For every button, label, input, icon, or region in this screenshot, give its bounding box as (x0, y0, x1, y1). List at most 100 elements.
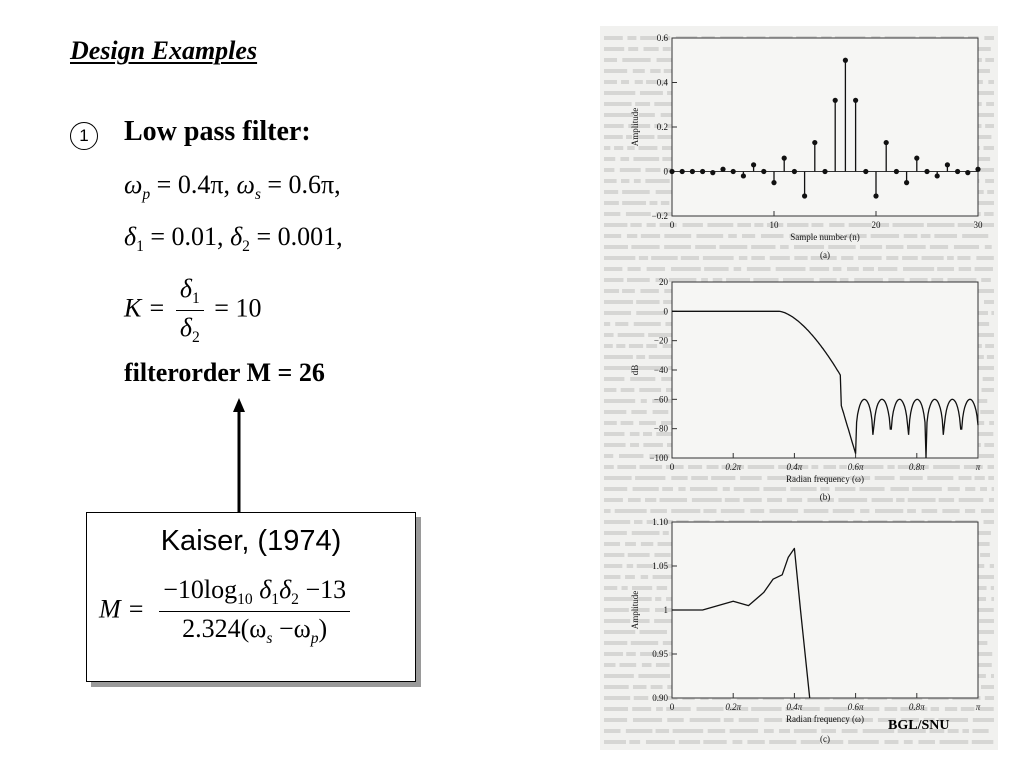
book-text-line (972, 718, 994, 722)
book-text-line (655, 729, 670, 733)
x-tick-label: 0.6π (848, 462, 864, 472)
stem-point (822, 168, 828, 175)
book-text-line (763, 487, 787, 491)
book-text-line (628, 124, 651, 128)
book-text-line (704, 267, 729, 271)
book-text-line (649, 454, 670, 458)
book-text-line (832, 267, 842, 271)
book-text-line (848, 223, 872, 227)
y-tick-label: 0.4 (657, 78, 669, 88)
book-text-line (885, 245, 904, 249)
book-text-line (920, 707, 928, 711)
book-text-line (984, 443, 994, 447)
book-text-line (701, 278, 708, 282)
book-text-line (604, 630, 636, 634)
up-arrow (233, 398, 245, 514)
book-text-line (727, 707, 749, 711)
book-text-line (985, 58, 994, 62)
book-text-line (907, 509, 916, 513)
y-tick-label: 1.05 (652, 561, 668, 571)
book-text-line (646, 344, 658, 348)
x-tick-label: π (976, 702, 981, 712)
x-tick-label: 0.4π (787, 702, 803, 712)
band-edge-equation: ωp = 0.4π, ωs = 0.6π, (124, 170, 341, 204)
book-text-line (834, 234, 842, 238)
book-text-line (633, 179, 641, 183)
book-text-line (666, 707, 691, 711)
book-text-line (820, 487, 830, 491)
book-text-line (652, 575, 680, 579)
book-text-line (638, 256, 649, 260)
book-text-line (767, 498, 783, 502)
book-text-line (947, 487, 960, 491)
x-tick-label: 0.4π (787, 462, 803, 472)
book-text-line (655, 190, 682, 194)
book-text-line (633, 520, 643, 524)
book-text-line (604, 234, 622, 238)
book-text-line (604, 278, 624, 282)
book-text-line (832, 509, 855, 513)
book-text-line (682, 223, 703, 227)
book-text-line (652, 399, 664, 403)
x-tick-label: 20 (872, 220, 882, 230)
book-text-line (604, 564, 623, 568)
stem-point (679, 168, 685, 175)
book-text-line (794, 256, 808, 260)
x-tick-label: 0 (670, 462, 675, 472)
book-text-line (630, 377, 656, 381)
book-text-line (604, 641, 628, 645)
y-tick-label: −80 (654, 424, 669, 434)
book-text-line (616, 344, 626, 348)
book-text-line (622, 201, 647, 205)
book-text-line (978, 707, 994, 711)
book-text-line (953, 245, 980, 249)
book-text-line (834, 487, 856, 491)
book-text-line (811, 465, 819, 469)
book-text-line (640, 575, 649, 579)
book-text-line (769, 509, 799, 513)
book-text-line (626, 652, 636, 656)
book-text-line (980, 487, 987, 491)
book-text-line (660, 201, 670, 205)
book-text-line (981, 278, 991, 282)
book-text-line (604, 322, 611, 326)
book-text-line (653, 696, 664, 700)
book-text-line (897, 465, 929, 469)
book-text-line (892, 223, 924, 227)
book-text-line (604, 509, 611, 513)
y-tick-label: 0.2 (657, 122, 668, 132)
kaiser-formula: M = −10log10 δ1δ2 −13 2.324(ωs −ωp) (99, 575, 354, 648)
y-tick-label: 0.90 (652, 693, 668, 703)
book-text-line (604, 223, 628, 227)
book-text-line (617, 333, 645, 337)
book-text-line (890, 487, 909, 491)
book-text-line (989, 421, 994, 425)
book-text-line (657, 135, 680, 139)
book-text-line (722, 487, 730, 491)
book-text-line (604, 102, 632, 106)
book-text-line (957, 256, 971, 260)
book-text-line (871, 498, 893, 502)
y-tick-label: −100 (649, 453, 668, 463)
book-text-line (646, 80, 657, 84)
book-text-line (929, 729, 945, 733)
book-text-line (651, 256, 678, 260)
book-text-line (937, 267, 955, 271)
book-text-line (728, 234, 737, 238)
book-text-line (975, 58, 982, 62)
book-text-line (604, 344, 613, 348)
book-text-line (654, 619, 685, 623)
book-text-line (841, 729, 858, 733)
book-text-line (633, 696, 649, 700)
book-text-line (604, 157, 616, 161)
book-text-line (631, 586, 653, 590)
book-text-line (622, 289, 635, 293)
book-text-line (933, 465, 960, 469)
y-axis-label: Amplitude (630, 591, 640, 630)
book-text-line (671, 509, 701, 513)
book-text-line (973, 190, 984, 194)
book-text-line (877, 223, 890, 227)
stem-point (700, 168, 706, 175)
book-text-line (604, 740, 626, 744)
